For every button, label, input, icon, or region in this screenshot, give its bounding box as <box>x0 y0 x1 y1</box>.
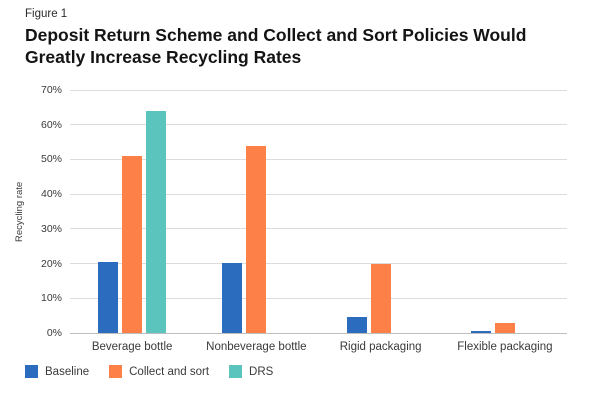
legend-swatch-drs <box>229 365 243 378</box>
y-gridline <box>70 158 567 160</box>
legend-swatch-baseline <box>25 365 38 378</box>
y-tick-label: 30% <box>40 222 62 235</box>
legend-label-baseline: Baseline <box>45 365 90 378</box>
chart-legend: Baseline Collect and sort DRS <box>25 365 273 378</box>
y-tick-label: 10% <box>40 292 62 305</box>
y-gridline <box>70 89 567 91</box>
x-axis-line <box>70 332 567 334</box>
legend-item-drs: DRS <box>229 365 273 378</box>
x-tick-label-flexible-packaging: Flexible packaging <box>457 341 553 353</box>
x-tick-label-rigid-packaging: Rigid packaging <box>339 341 422 353</box>
y-gridline <box>70 263 567 265</box>
y-axis-label: Recycling rate <box>14 181 25 243</box>
bar-drs-beverage-bottle <box>146 110 167 333</box>
bar-collect-and-sort-flexible-packaging <box>494 322 515 333</box>
y-tick-label: 50% <box>40 153 62 166</box>
plot-area <box>70 89 567 334</box>
y-gridline <box>70 193 567 195</box>
bar-collect-and-sort-beverage-bottle <box>122 155 143 333</box>
bar-baseline-nonbeverage-bottle <box>222 262 243 333</box>
y-tick-label: 40% <box>40 188 62 201</box>
x-tick-label-nonbeverage-bottle: Nonbeverage bottle <box>206 341 307 353</box>
y-tick-label: 20% <box>40 257 62 270</box>
bar-collect-and-sort-rigid-packaging <box>370 263 391 333</box>
legend-label-collect-and-sort: Collect and sort <box>129 365 210 378</box>
y-tick-label: 60% <box>40 118 62 131</box>
legend-item-baseline: Baseline <box>25 365 89 378</box>
y-gridline <box>70 297 567 299</box>
y-tick-label: 0% <box>46 327 62 339</box>
y-gridline <box>70 124 567 126</box>
x-tick-label-beverage-bottle: Beverage bottle <box>91 341 173 353</box>
y-gridline <box>70 228 567 230</box>
figure-title: Deposit Return Scheme and Collect and So… <box>25 25 527 68</box>
y-tick-label: 70% <box>40 84 62 96</box>
figure-label: Figure 1 <box>25 8 68 20</box>
legend-swatch-collect-and-sort <box>109 365 123 378</box>
legend-label-drs: DRS <box>249 365 274 378</box>
bar-baseline-flexible-packaging <box>470 330 491 333</box>
bar-collect-and-sort-nonbeverage-bottle <box>246 145 267 333</box>
bar-baseline-rigid-packaging <box>346 317 367 333</box>
legend-item-collect-and-sort: Collect and sort <box>109 365 209 378</box>
bar-baseline-beverage-bottle <box>98 261 119 333</box>
